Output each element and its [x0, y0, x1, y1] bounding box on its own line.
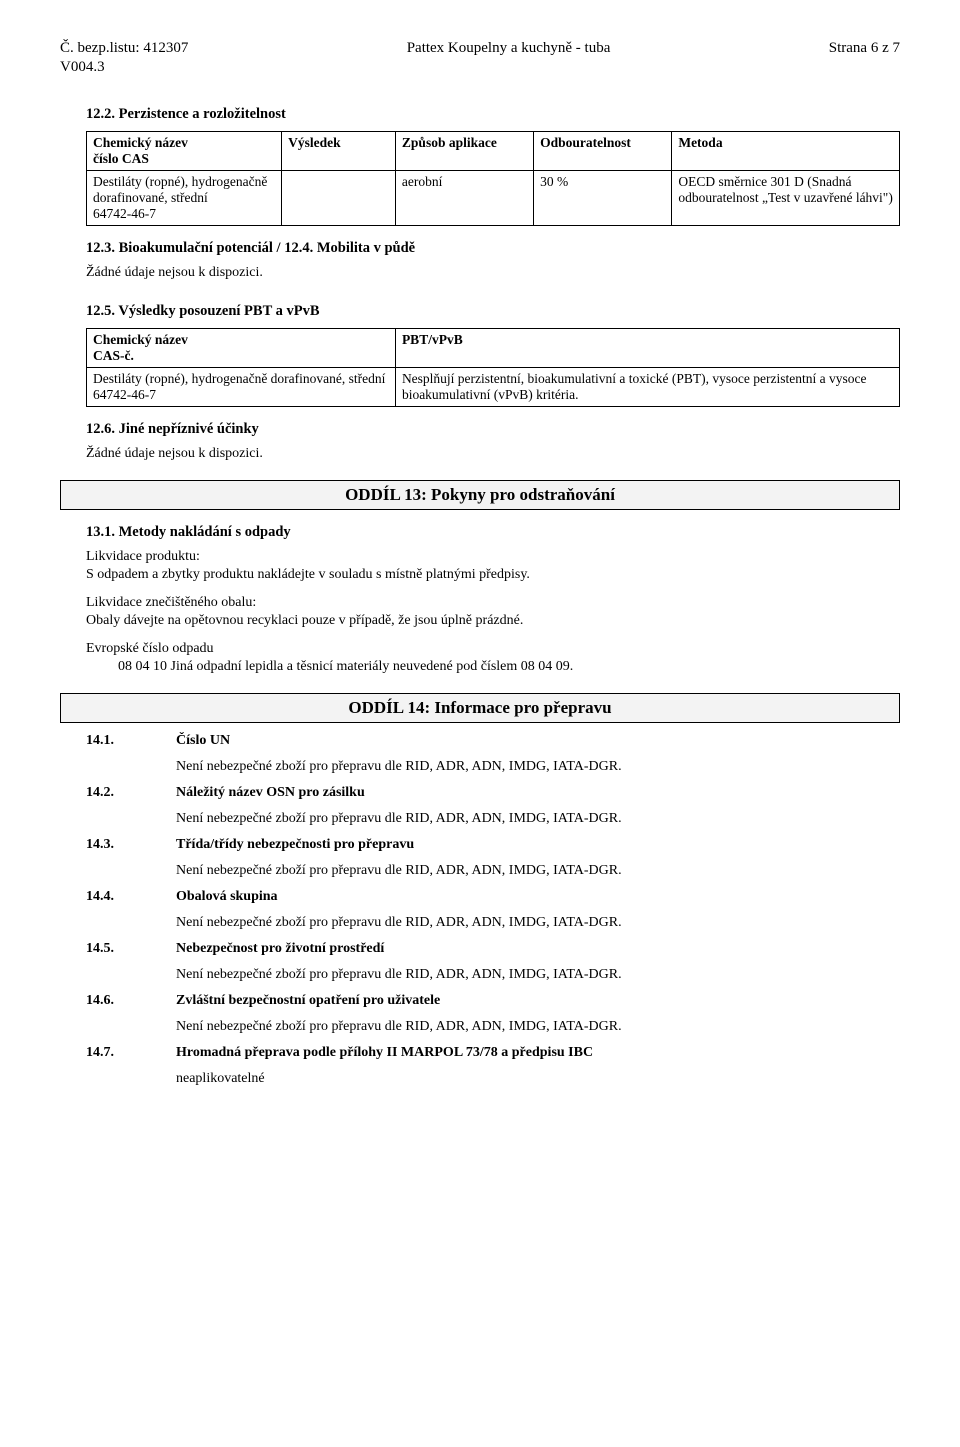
- disposal-pack-label: Likvidace znečištěného obalu:: [86, 595, 900, 611]
- disposal-product-text: S odpadem a zbytky produktu nakládejte v…: [86, 567, 900, 583]
- item-label: Číslo UN: [176, 733, 900, 749]
- cell: aerobní: [395, 171, 533, 226]
- table-row: Chemický název CAS-č. PBT/vPvB: [87, 329, 900, 368]
- section-12-2-title: 12.2. Perzistence a rozložitelnost: [86, 106, 900, 123]
- item-label: Nebezpečnost pro životní prostředí: [176, 941, 900, 957]
- col-header: Chemický název číslo CAS: [87, 132, 282, 171]
- col-header: Způsob aplikace: [395, 132, 533, 171]
- item-num: 14.1.: [86, 733, 176, 749]
- col-header: Chemický název CAS-č.: [87, 329, 396, 368]
- section-13-bar: ODDÍL 13: Pokyny pro odstraňování: [60, 480, 900, 510]
- section-12-3-text: Žádné údaje nejsou k dispozici.: [86, 265, 900, 281]
- item-num: 14.7.: [86, 1045, 176, 1061]
- section-12-6-title: 12.6. Jiné nepříznivé účinky: [86, 421, 900, 438]
- doc-version: V004.3: [60, 59, 900, 76]
- cell: Nesplňují perzistentní, bioakumulativní …: [395, 368, 899, 407]
- section-12-6-text: Žádné údaje nejsou k dispozici.: [86, 446, 900, 462]
- page-number: Strana 6 z 7: [829, 40, 900, 57]
- item-text: Není nebezpečné zboží pro přepravu dle R…: [176, 967, 900, 983]
- item-text: Není nebezpečné zboží pro přepravu dle R…: [176, 915, 900, 931]
- section-14-bar-label: ODDÍL 14: Informace pro přepravu: [60, 693, 900, 723]
- table-row: Destiláty (ropné), hydrogenačně dorafino…: [87, 171, 900, 226]
- section-13-bar-label: ODDÍL 13: Pokyny pro odstraňování: [60, 480, 900, 510]
- section-13-1-title: 13.1. Metody nakládání s odpady: [86, 524, 900, 541]
- col-header: Metoda: [672, 132, 900, 171]
- table-row: Destiláty (ropné), hydrogenačně dorafino…: [87, 368, 900, 407]
- table-12-5: Chemický název CAS-č. PBT/vPvB Destiláty…: [86, 328, 900, 407]
- cell: [282, 171, 396, 226]
- doc-title: Pattex Koupelny a kuchyně - tuba: [407, 40, 611, 57]
- item-num: 14.3.: [86, 837, 176, 853]
- doc-no-label: Č. bezp.listu:: [60, 40, 140, 56]
- cell: 30 %: [534, 171, 672, 226]
- item-num: 14.2.: [86, 785, 176, 801]
- section-12-3-title: 12.3. Bioakumulační potenciál / 12.4. Mo…: [86, 240, 900, 257]
- item-text: Není nebezpečné zboží pro přepravu dle R…: [176, 811, 900, 827]
- euro-waste-label: Evropské číslo odpadu: [86, 641, 900, 657]
- cell: Destiláty (ropné), hydrogenačně dorafino…: [87, 368, 396, 407]
- item-label: Náležitý název OSN pro zásilku: [176, 785, 900, 801]
- euro-waste-text: 08 04 10 Jiná odpadní lepidla a těsnicí …: [118, 659, 900, 675]
- disposal-product-label: Likvidace produktu:: [86, 549, 900, 565]
- item-label: Hromadná přeprava podle přílohy II MARPO…: [176, 1045, 900, 1061]
- section-12-5-title: 12.5. Výsledky posouzení PBT a vPvB: [86, 303, 900, 320]
- col-header: Výsledek: [282, 132, 396, 171]
- section-14-bar: ODDÍL 14: Informace pro přepravu: [60, 693, 900, 723]
- item-num: 14.6.: [86, 993, 176, 1009]
- section-14-list: 14.1. Číslo UN Není nebezpečné zboží pro…: [86, 733, 900, 1087]
- col-header: PBT/vPvB: [395, 329, 899, 368]
- item-num: 14.5.: [86, 941, 176, 957]
- item-text: Není nebezpečné zboží pro přepravu dle R…: [176, 863, 900, 879]
- item-num: 14.4.: [86, 889, 176, 905]
- item-text: neaplikovatelné: [176, 1071, 900, 1087]
- item-label: Třída/třídy nebezpečnosti pro přepravu: [176, 837, 900, 853]
- page-header: Č. bezp.listu: 412307 Pattex Koupelny a …: [60, 40, 900, 57]
- table-row: Chemický název číslo CAS Výsledek Způsob…: [87, 132, 900, 171]
- col-header: Odbouratelnost: [534, 132, 672, 171]
- cell: Destiláty (ropné), hydrogenačně dorafino…: [87, 171, 282, 226]
- cell: OECD směrnice 301 D (Snadná odbouratelno…: [672, 171, 900, 226]
- doc-number: Č. bezp.listu: 412307: [60, 40, 188, 57]
- doc-no-value: 412307: [143, 40, 188, 56]
- item-text: Není nebezpečné zboží pro přepravu dle R…: [176, 1019, 900, 1035]
- item-label: Obalová skupina: [176, 889, 900, 905]
- item-label: Zvláštní bezpečnostní opatření pro uživa…: [176, 993, 900, 1009]
- table-12-2: Chemický název číslo CAS Výsledek Způsob…: [86, 131, 900, 226]
- disposal-pack-text: Obaly dávejte na opětovnou recyklaci pou…: [86, 613, 900, 629]
- item-text: Není nebezpečné zboží pro přepravu dle R…: [176, 759, 900, 775]
